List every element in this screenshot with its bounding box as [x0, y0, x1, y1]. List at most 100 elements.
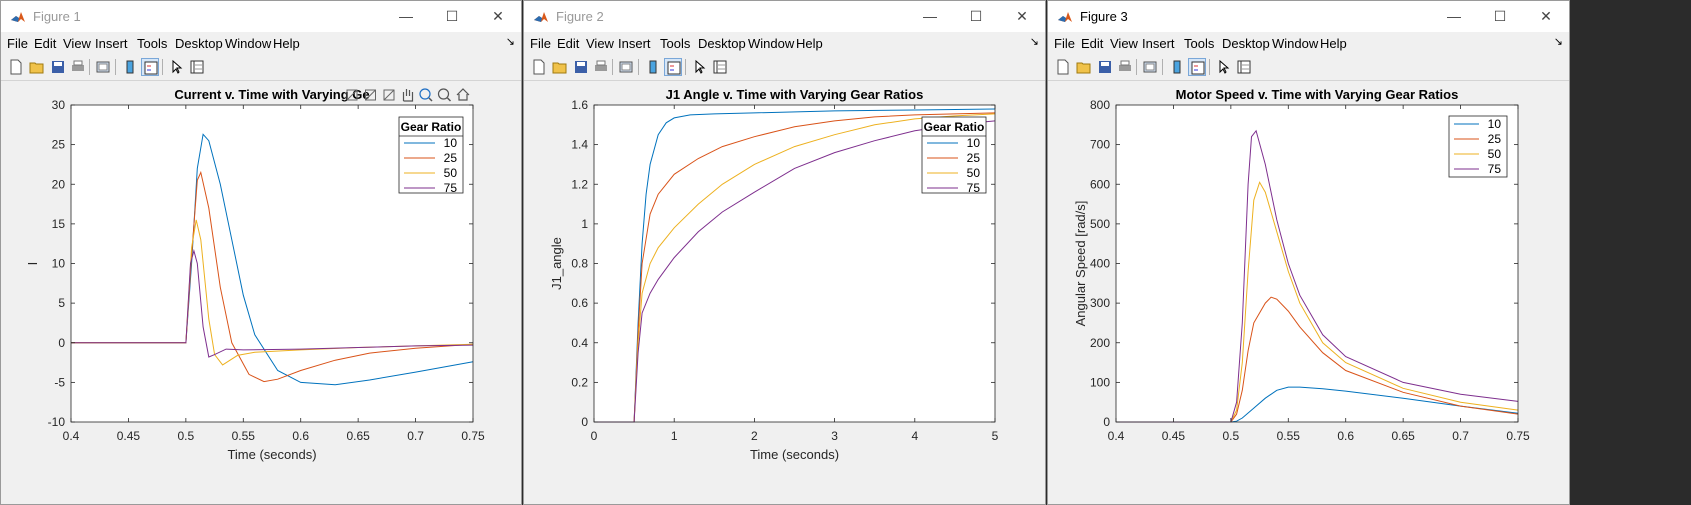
minimize-button[interactable]: —	[1447, 8, 1461, 24]
legend-button[interactable]	[664, 58, 682, 76]
menu-tools[interactable]: Tools	[137, 36, 168, 51]
dock-arrow-icon[interactable]: ↘	[505, 36, 515, 48]
dock-arrow-icon[interactable]: ↘	[1553, 36, 1563, 48]
figure-canvas[interactable]: 0.4 0.45 0.5 0.55 0.6 0.65 0.7 0.75 -10 -5 0 5 10 15 2…	[1, 81, 521, 504]
y-tick-label: 1.2	[571, 177, 588, 191]
x-tick-label: 0.45	[1162, 429, 1186, 443]
brush-icon[interactable]	[346, 89, 358, 101]
chart: 0 1 2 3 4 500.20.40.60.811.21.41.6J1 Angle v.…	[549, 87, 999, 462]
menu-window[interactable]: Window	[1272, 36, 1319, 51]
toolbar-separator	[1209, 59, 1210, 75]
menu-file[interactable]: File	[530, 36, 551, 51]
menu-view[interactable]: View	[63, 36, 91, 51]
menu-bar: File Edit View Insert Tools Desktop Window Help…	[1, 32, 521, 54]
open-file-button[interactable]	[1075, 58, 1093, 76]
property-inspector-icon	[713, 60, 727, 74]
new-figure-button[interactable]	[7, 58, 25, 76]
title-bar[interactable]: Figure 1 — ☐ ✕	[1, 1, 521, 32]
y-axis-label: Angular Speed [rad/s]	[1073, 201, 1088, 327]
legend-box	[398, 116, 464, 194]
menu-view[interactable]: View	[586, 36, 614, 51]
link-plot-button[interactable]	[94, 58, 112, 76]
menu-tools[interactable]: Tools	[1184, 36, 1215, 51]
menu-edit[interactable]: Edit	[1081, 36, 1104, 51]
menu-edit[interactable]: Edit	[34, 36, 57, 51]
figure-window-1[interactable]: Figure 1 — ☐ ✕ File Edit View Insert Tools Deskto…	[0, 0, 522, 505]
menu-insert[interactable]: Insert	[1142, 36, 1175, 51]
close-button[interactable]: ✕	[492, 8, 504, 24]
colorbar-button[interactable]	[121, 58, 139, 76]
colorbar-button[interactable]	[1168, 58, 1186, 76]
pan-icon[interactable]	[402, 89, 414, 102]
data-tips-icon[interactable]	[365, 89, 376, 101]
close-button[interactable]: ✕	[1540, 8, 1552, 24]
menu-help[interactable]: Help	[1320, 36, 1347, 51]
figure-window-2[interactable]: Figure 2 — ☐ ✕ File Edit View Insert Tools Deskto…	[523, 0, 1046, 505]
x-tick-label: 0.65	[346, 429, 370, 443]
menu-insert[interactable]: Insert	[618, 36, 651, 51]
legend-button[interactable]	[1188, 58, 1206, 76]
print-button[interactable]	[69, 58, 87, 76]
legend-button[interactable]	[141, 58, 159, 76]
figure-canvas[interactable]: 0 1 2 3 4 5 0 0.2 0.4 0.6 0.8 1 1.2 1.4 1.6 J1 Angle v.…	[524, 81, 1045, 504]
zoom-in-icon[interactable]	[419, 88, 433, 102]
dock-arrow-icon[interactable]: ↘	[1029, 36, 1039, 48]
legend-label-50: 50	[444, 166, 458, 180]
menu-window[interactable]: Window	[748, 36, 795, 51]
menu-tools[interactable]: Tools	[660, 36, 691, 51]
menu-desktop[interactable]: Desktop	[1222, 36, 1270, 51]
new-figure-button[interactable]	[530, 58, 548, 76]
print-button[interactable]	[592, 58, 610, 76]
menu-desktop[interactable]: Desktop	[175, 36, 223, 51]
toolbar-separator	[1162, 59, 1163, 75]
axes-toolbar[interactable]	[346, 88, 470, 102]
link-plot-button[interactable]	[617, 58, 635, 76]
open-file-button[interactable]	[28, 58, 46, 76]
edit-plot-button[interactable]	[168, 58, 186, 76]
menu-help[interactable]: Help	[796, 36, 823, 51]
menu-insert[interactable]: Insert	[95, 36, 128, 51]
save-button[interactable]	[49, 58, 67, 76]
maximize-button[interactable]: ☐	[969, 8, 983, 24]
home-icon[interactable]	[456, 88, 470, 101]
menu-window[interactable]: Window	[225, 36, 272, 51]
property-inspector-button[interactable]	[711, 58, 729, 76]
edit-plot-button[interactable]	[691, 58, 709, 76]
edit-plot-button[interactable]	[1215, 58, 1233, 76]
open-file-icon	[552, 62, 567, 74]
save-button[interactable]	[572, 58, 590, 76]
open-file-icon	[29, 62, 44, 74]
close-button[interactable]: ✕	[1016, 8, 1028, 24]
menu-desktop[interactable]: Desktop	[698, 36, 746, 51]
series-line-10	[1116, 386, 1519, 423]
zoom-out-icon[interactable]	[437, 88, 452, 102]
maximize-button[interactable]: ☐	[445, 8, 459, 24]
property-inspector-button[interactable]	[1235, 58, 1253, 76]
y-tick-label: 30	[52, 98, 66, 112]
link-plot-button[interactable]	[1141, 58, 1159, 76]
menu-file[interactable]: File	[1054, 36, 1075, 51]
menu-file[interactable]: File	[7, 36, 28, 51]
rotate-icon[interactable]	[383, 89, 395, 101]
figure-canvas[interactable]: 0.4 0.45 0.5 0.55 0.6 0.65 0.7 0.75 0 100 200 300 40…	[1048, 81, 1569, 504]
figure-window-3[interactable]: Figure 3 — ☐ ✕ File Edit View Insert Tools Deskto…	[1047, 0, 1570, 505]
x-tick-label: 0.6	[292, 429, 309, 443]
open-file-button[interactable]	[551, 58, 569, 76]
title-bar[interactable]: Figure 3 — ☐ ✕	[1048, 1, 1569, 32]
save-button[interactable]	[1096, 58, 1114, 76]
minimize-button[interactable]: —	[923, 8, 937, 24]
maximize-button[interactable]: ☐	[1493, 8, 1507, 24]
colorbar-button[interactable]	[644, 58, 662, 76]
minimize-button[interactable]: —	[399, 8, 413, 24]
menu-view[interactable]: View	[1110, 36, 1138, 51]
x-axis-label: Time (seconds)	[750, 447, 839, 462]
property-inspector-button[interactable]	[188, 58, 206, 76]
title-bar[interactable]: Figure 2 — ☐ ✕	[524, 1, 1045, 32]
print-button[interactable]	[1116, 58, 1134, 76]
new-figure-button[interactable]	[1054, 58, 1072, 76]
menu-edit[interactable]: Edit	[557, 36, 580, 51]
menu-help[interactable]: Help	[273, 36, 300, 51]
